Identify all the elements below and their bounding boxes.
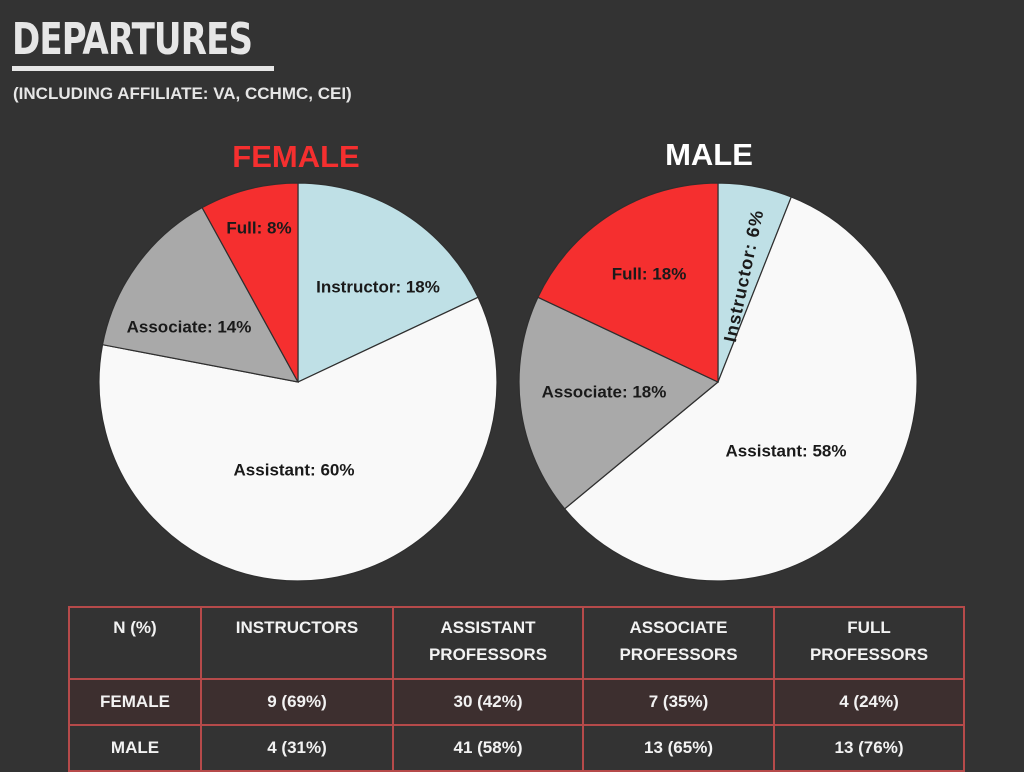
slice-label-assistant: Assistant: 60% — [234, 460, 355, 479]
row-label: FEMALE — [68, 678, 202, 726]
table-cell: 13 (65%) — [582, 724, 775, 772]
slice-label-associate: Associate: 14% — [127, 317, 252, 336]
header-associate: ASSOCIATE PROFESSORS — [582, 606, 775, 680]
table-cell: 41 (58%) — [392, 724, 584, 772]
header-n: N (%) — [68, 606, 202, 680]
pie-charts: Instructor: 18% Assistant: 60% Associate: … — [98, 182, 918, 582]
male-pie: Instructor: 6%Assistant: 58%Associate: 1… — [518, 182, 918, 582]
male-chart-title: MALE — [665, 137, 753, 172]
female-pie: Instructor: 18% Assistant: 60% Associate: … — [98, 182, 498, 582]
female-chart-title: FEMALE — [232, 139, 360, 174]
row-label: MALE — [68, 724, 202, 772]
pie-slice-instructor — [297, 182, 479, 383]
pie-slice-associate — [518, 296, 720, 510]
slice-label-associate: Associate: 18% — [542, 382, 667, 401]
table-cell: 30 (42%) — [392, 678, 584, 726]
slice-label-instructor: Instructor: 18% — [316, 277, 440, 296]
page-subtitle: (INCLUDING AFFILIATE: VA, CCHMC, CEI) — [13, 84, 352, 103]
table-header-row: N (%) INSTRUCTORS ASSISTANT PROFESSORS A… — [68, 606, 965, 680]
table-row-male: MALE 4 (31%) 41 (58%) 13 (65%) 13 (76%) — [68, 724, 965, 772]
table-cell: 9 (69%) — [200, 678, 394, 726]
slice-label-assistant: Assistant: 58% — [726, 441, 847, 460]
title-underline — [12, 66, 274, 71]
table-cell: 7 (35%) — [582, 678, 775, 726]
departures-table: N (%) INSTRUCTORS ASSISTANT PROFESSORS A… — [68, 606, 965, 772]
pie-slice-assistant — [563, 196, 918, 582]
table-cell: 13 (76%) — [773, 724, 965, 772]
pie-slice-full — [201, 182, 299, 383]
table-cell: 4 (24%) — [773, 678, 965, 726]
slice-label-full: Full: 18% — [612, 264, 687, 283]
header-assistant: ASSISTANT PROFESSORS — [392, 606, 584, 680]
header-full: FULL PROFESSORS — [773, 606, 965, 680]
table-row-female: FEMALE 9 (69%) 30 (42%) 7 (35%) 4 (24%) — [68, 678, 965, 726]
slice-label-full: Full: 8% — [226, 218, 291, 237]
pie-slice-associate — [101, 206, 300, 383]
pie-slice-full — [537, 182, 719, 383]
header-instructors: INSTRUCTORS — [200, 606, 394, 680]
table-cell: 4 (31%) — [200, 724, 394, 772]
pie-slice-assistant — [98, 296, 498, 582]
page-title: DEPARTURES — [12, 14, 253, 65]
